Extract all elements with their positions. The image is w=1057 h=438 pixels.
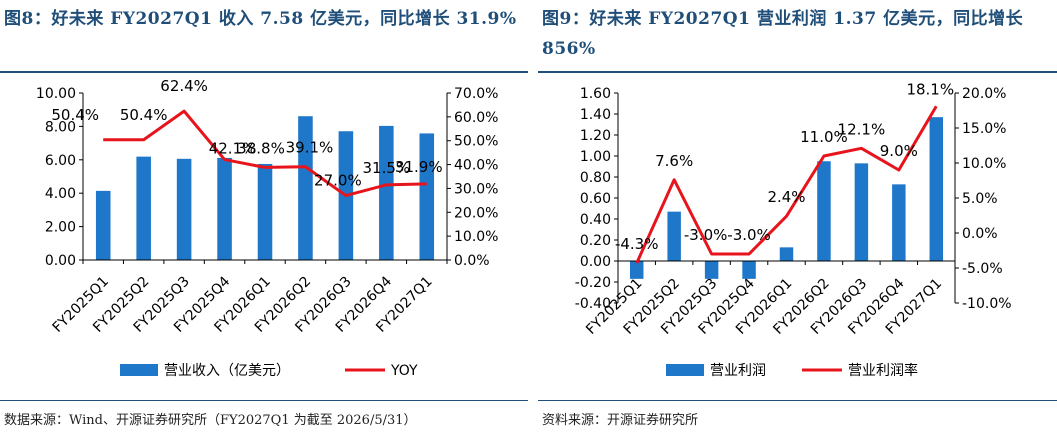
right-data-label: -3.0% [684, 226, 728, 244]
left-bar [95, 190, 111, 260]
right-bar [817, 161, 831, 261]
right-y-tick-label: 1.40 [580, 107, 611, 123]
left-data-label: 31.5% [363, 159, 411, 177]
right-y-tick-label: 0.20 [580, 233, 611, 249]
right-y2-tick-label: -10.0% [962, 296, 1012, 312]
left-y-tick-label: 10.00 [36, 86, 76, 102]
right-bar [929, 117, 944, 262]
right-y2-tick-label: 15.0% [962, 121, 1006, 137]
left-y2-tick-label: 0.0% [454, 253, 490, 269]
left-data-label: 27.0% [314, 172, 362, 190]
left-source-note: 数据来源：Wind、开源证券研究所（FY2027Q1 为截至 2026/5/31… [4, 413, 417, 428]
left-bar [217, 157, 232, 260]
right-chart: -0.40 -0.20 0.00 0.20 0.40 0.60 0.80 1.00 1.20 1.… [575, 80, 1012, 379]
right-y2-tick-label: 0.0% [962, 226, 998, 242]
left-y2-tick-label: 60.0% [454, 110, 498, 126]
right-bar [629, 261, 644, 279]
left-title-rule [0, 71, 528, 73]
left-bottom-rule [0, 400, 528, 401]
right-line-series [635, 105, 938, 264]
right-legend-bar-swatch [666, 364, 704, 376]
right-data-label: -3.0% [727, 226, 771, 244]
right-data-label: 18.1% [906, 80, 954, 98]
right-figure: 图9：好未来 FY2027Q1 营业利润 1.37 亿美元，同比增长 856% … [538, 0, 1057, 438]
left-line-series [103, 109, 427, 198]
left-y2-tick-label: 30.0% [454, 181, 498, 197]
left-bar [257, 163, 273, 260]
right-y2-tick-label: 5.0% [962, 191, 998, 207]
left-y2-tick-label: 70.0% [454, 86, 498, 102]
left-chart: 0.00 2.00 4.00 6.00 8.00 10.00 0.0% 10.0% 20.0% 3… [36, 77, 499, 379]
left-bar [379, 125, 394, 260]
left-y-tick-label: 6.00 [45, 153, 76, 169]
left-y-tick-label: 8.00 [45, 119, 76, 135]
right-source-note: 资料来源：开源证券研究所 [542, 413, 699, 428]
right-y-tick-label: 1.20 [580, 128, 611, 144]
left-bar [419, 133, 435, 260]
right-y-tick-label: 0.00 [580, 254, 611, 270]
left-y2-tick-label: 40.0% [454, 158, 498, 174]
left-y2-tick-label: 20.0% [454, 205, 498, 221]
left-data-label: 31.9% [395, 158, 443, 176]
right-bar [742, 261, 756, 279]
left-figure: 图8：好未来 FY2027Q1 收入 7.58 亿美元，同比增长 31.9% 0… [0, 0, 528, 438]
right-data-label: 11.0% [800, 128, 848, 146]
left-y-tick-label: 2.00 [45, 220, 76, 236]
left-y-tick-label: 4.00 [45, 186, 76, 202]
right-data-label: 2.4% [767, 188, 805, 206]
right-y-tick-label: 1.00 [580, 149, 611, 165]
right-bottom-rule [538, 400, 1057, 401]
left-legend-line-label: YOY [390, 363, 418, 379]
right-figure-title: 图9：好未来 FY2027Q1 营业利润 1.37 亿美元，同比增长 856% [542, 9, 1024, 59]
left-data-label: 50.4% [120, 106, 168, 124]
right-y2-tick-label: 10.0% [962, 156, 1006, 172]
left-y2-tick-label: 10.0% [454, 229, 498, 245]
right-bar [854, 163, 869, 261]
left-y2-tick-label: 50.0% [454, 134, 498, 150]
left-y-tick-label: 0.00 [45, 253, 76, 269]
right-data-label: 9.0% [880, 142, 918, 160]
right-y-tick-label: -0.40 [575, 296, 611, 312]
left-bar [298, 116, 313, 260]
right-bar [892, 184, 906, 261]
right-data-label: 12.1% [838, 120, 886, 138]
right-data-label: -4.3% [615, 235, 659, 253]
right-legend-line-label: 营业利润率 [848, 362, 918, 379]
left-legend-bar-label: 营业收入（亿美元） [164, 363, 290, 379]
right-y-tick-label: 0.80 [580, 170, 611, 186]
left-bar [136, 156, 151, 260]
right-y-tick-label: -0.20 [575, 275, 611, 291]
right-y-tick-label: 0.60 [580, 191, 611, 207]
right-y-tick-label: 1.60 [580, 86, 611, 102]
right-y2-tick-label: 20.0% [962, 86, 1006, 102]
right-y-tick-label: 0.40 [580, 212, 611, 228]
right-y2-tick-label: -5.0% [962, 261, 1003, 277]
right-legend-bar-label: 营业利润 [710, 363, 766, 379]
left-data-label: 50.4% [51, 106, 99, 124]
right-bar [667, 211, 681, 261]
right-bar [779, 247, 794, 261]
left-figure-title: 图8：好未来 FY2027Q1 收入 7.58 亿美元，同比增长 31.9% [4, 9, 517, 29]
right-title-rule [538, 71, 1057, 73]
left-data-label: 62.4% [160, 77, 208, 95]
left-data-label: 42.1% [209, 140, 257, 158]
left-data-label: 38.8% [237, 139, 285, 157]
left-bar [176, 158, 192, 260]
left-data-label: 39.1% [286, 139, 334, 157]
right-data-label: 7.6% [655, 152, 693, 170]
left-legend-bar-swatch [120, 364, 158, 376]
right-bar [704, 261, 719, 279]
